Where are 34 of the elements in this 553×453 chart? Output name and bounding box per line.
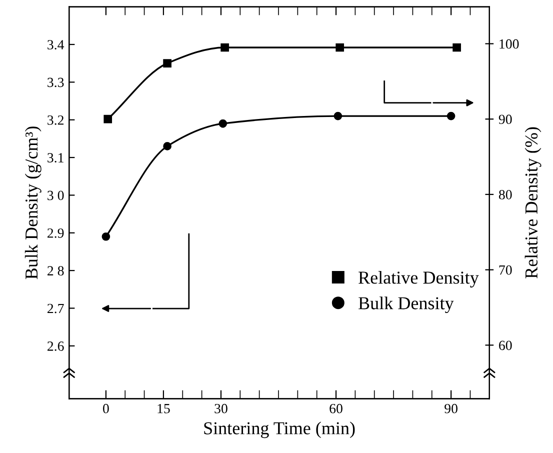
y2-tick-label: 80 bbox=[498, 190, 512, 200]
point bbox=[104, 114, 112, 124]
point bbox=[163, 59, 172, 68]
point bbox=[452, 43, 461, 52]
legend-label: Bulk Density bbox=[358, 296, 454, 314]
point bbox=[446, 112, 456, 120]
y2-tick-label: 100 bbox=[500, 39, 519, 49]
y-tick-label: 2.7 bbox=[48, 304, 64, 314]
y-tick-label: 3.1 bbox=[48, 153, 64, 163]
y-tick-label: 3.4 bbox=[48, 40, 64, 50]
x-tick-label: 15 bbox=[158, 404, 170, 414]
point bbox=[336, 43, 344, 52]
y2-tick-label: 60 bbox=[499, 340, 512, 350]
y-tick-label: 2.6 bbox=[48, 342, 64, 351]
point bbox=[220, 43, 229, 52]
y-tick-label: 2 8 bbox=[48, 266, 64, 276]
y-tick-label: 3.2 bbox=[48, 115, 64, 125]
point bbox=[218, 119, 228, 128]
y2-tick-label: 70 bbox=[499, 265, 512, 275]
x-tick-label: 0 bbox=[102, 404, 109, 414]
y-axis-title: Bulk Density (g/cm³) bbox=[24, 126, 42, 280]
point bbox=[163, 142, 172, 150]
y2-axis-title: Relative Density (%) bbox=[524, 127, 542, 278]
point bbox=[334, 112, 342, 120]
y-tick-label: 2.9 bbox=[48, 228, 64, 238]
y-tick-label: 3.3 bbox=[48, 78, 64, 88]
x-tick-label: 90 bbox=[444, 404, 458, 414]
point bbox=[102, 232, 110, 241]
y2-tick-label: 90 bbox=[498, 114, 512, 124]
x-tick-label: 30 bbox=[214, 404, 228, 414]
legend-label: Relative Density bbox=[358, 271, 479, 288]
y-tick-label: 3 0 bbox=[48, 190, 64, 200]
x-tick-label: 60 bbox=[330, 404, 342, 414]
x-axis-title: Sintering Time (min) bbox=[204, 422, 355, 438]
